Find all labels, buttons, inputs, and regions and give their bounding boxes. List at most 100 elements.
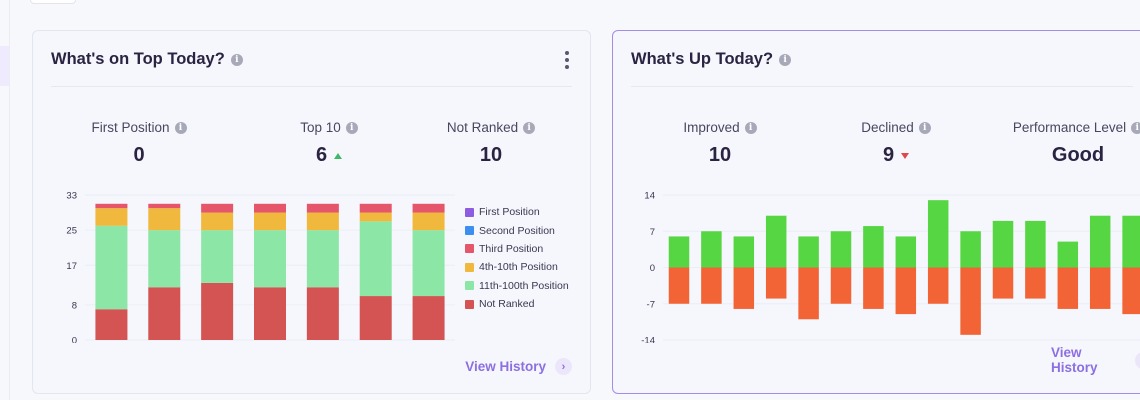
stat-value: 10 (708, 144, 732, 166)
legend-swatch (465, 262, 474, 272)
bar-segment (95, 309, 128, 340)
stat-label: Declined (861, 120, 914, 135)
trend-down-icon (901, 152, 910, 159)
top-control-stub[interactable] (30, 0, 76, 4)
legend-item[interactable]: Not Ranked (465, 295, 569, 313)
bar (668, 267, 690, 304)
stat-value: Good (1051, 144, 1105, 166)
bar (1025, 220, 1046, 268)
bar (895, 236, 917, 268)
info-icon[interactable]: i (174, 121, 187, 134)
stat-not-ranked: Not Ranked i 10 (421, 119, 561, 167)
bar (863, 267, 884, 309)
bar (927, 267, 949, 304)
chevron-right-icon: › (555, 358, 572, 375)
bar (863, 226, 884, 268)
bar (1025, 267, 1046, 299)
bar-segment (359, 296, 392, 340)
bar-segment (201, 230, 234, 283)
bar (1057, 241, 1079, 268)
legend-swatch (465, 207, 474, 217)
bar-segment (95, 203, 128, 209)
card-title: What's Up Today? i (631, 50, 792, 69)
bar (1089, 267, 1111, 309)
y-tick-label: 25 (66, 226, 77, 237)
bar-segment (95, 225, 128, 310)
whats-on-top-card: What's on Top Today? i First Position i 0… (32, 30, 591, 394)
bar-segment (412, 296, 445, 340)
bar-segment (254, 287, 286, 340)
bar-segment (254, 212, 286, 231)
bar (830, 267, 852, 304)
bar-segment (412, 212, 445, 231)
bar (992, 220, 1014, 268)
divider (631, 86, 1133, 87)
legend-item[interactable]: 11th-100th Position (465, 277, 569, 295)
bar-segment (254, 203, 286, 213)
stat-value: 0 (133, 144, 145, 166)
bar (701, 267, 722, 304)
card-title-text: What's Up Today? (631, 50, 774, 68)
bar (668, 236, 690, 268)
legend-item[interactable]: Second Position (465, 221, 569, 239)
y-tick-label: 8 (72, 300, 77, 311)
legend-item[interactable]: Third Position (465, 240, 569, 258)
info-icon[interactable]: i (230, 53, 243, 66)
stat-label: Top 10 (300, 120, 341, 135)
bar-segment (254, 230, 286, 288)
stat-label: Improved (683, 120, 740, 135)
info-icon[interactable]: i (918, 121, 931, 134)
sidebar-border (9, 0, 10, 400)
bar-segment (306, 230, 339, 288)
bar-segment (148, 203, 181, 209)
bar-segment (412, 230, 445, 297)
bar (927, 200, 949, 268)
chevron-right-icon: › (1135, 351, 1140, 369)
bar-segment (148, 287, 181, 340)
legend-label: Third Position (479, 242, 544, 255)
bar-segment (359, 203, 392, 213)
trend-up-icon (334, 152, 343, 159)
stat-top-10: Top 10 i 6 (259, 119, 399, 167)
y-tick-label: 17 (66, 261, 77, 272)
legend-label: 11th-100th Position (479, 279, 569, 292)
legend-label: Second Position (479, 224, 555, 237)
bar-segment (201, 282, 234, 340)
more-options-icon[interactable] (562, 51, 572, 69)
bar-segment (359, 212, 392, 222)
view-history-label: View History (1051, 345, 1098, 375)
bar-segment (306, 212, 339, 231)
view-history-label: View History (465, 359, 546, 374)
bar-segment (306, 203, 339, 213)
stat-performance-level: Performance Level i Good (1003, 119, 1140, 167)
legend-swatch (465, 226, 474, 236)
y-tick-label: -14 (641, 336, 655, 344)
view-history-button[interactable]: View History › (465, 358, 572, 375)
bar-segment (148, 230, 181, 288)
legend-swatch (465, 244, 474, 254)
bar-segment (201, 212, 234, 231)
stat-first-position: First Position i 0 (69, 119, 209, 167)
stat-value: 9 (882, 144, 895, 166)
bar (765, 215, 787, 268)
card-title-text: What's on Top Today? (51, 50, 225, 68)
bar (960, 231, 981, 268)
sidebar-active-indicator (0, 46, 9, 86)
divider (51, 86, 572, 87)
y-tick-label: -7 (647, 299, 655, 310)
info-icon[interactable]: i (345, 121, 358, 134)
info-icon[interactable]: i (779, 53, 792, 66)
legend-item[interactable]: First Position (465, 203, 569, 221)
legend-item[interactable]: 4th-10th Position (465, 258, 569, 276)
stat-label: Not Ranked (446, 120, 519, 135)
bar (1122, 267, 1140, 315)
y-tick-label: 7 (650, 227, 655, 238)
legend-label: Not Ranked (479, 298, 535, 311)
bar (960, 267, 981, 335)
legend-label: First Position (479, 206, 540, 219)
info-icon[interactable]: i (744, 121, 757, 134)
info-icon[interactable]: i (523, 121, 536, 134)
view-history-button[interactable]: View History › (1051, 345, 1140, 375)
info-icon[interactable]: i (1131, 121, 1140, 134)
